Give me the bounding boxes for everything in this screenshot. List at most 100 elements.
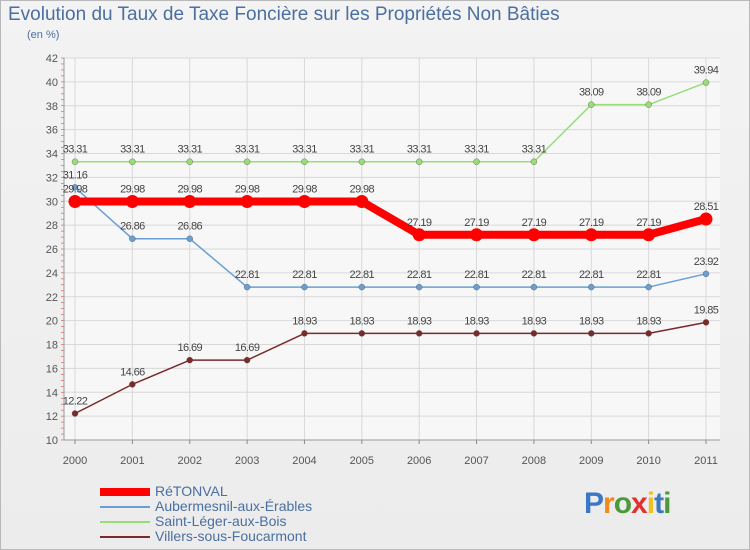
data-label: 29.98 [177,183,202,195]
data-point [702,270,710,278]
y-tick-label: 40 [46,77,58,89]
data-point [699,212,713,226]
logo-letter: P [584,487,604,520]
data-point [358,158,366,165]
data-label: 22.81 [350,269,375,281]
legend-swatch-saint-leger [100,521,150,523]
data-point [183,194,197,208]
data-label: 22.81 [579,269,604,281]
x-tick-label: 2008 [522,455,546,467]
data-label: 22.81 [464,269,489,281]
data-label: 19.85 [694,304,719,316]
data-point [125,194,139,208]
logo-letter: i [646,487,655,520]
data-point [301,158,308,165]
data-label: 18.93 [464,315,489,327]
data-point [415,330,423,337]
data-label: 18.93 [579,315,604,327]
legend-label-saint-leger: Saint-Léger-aux-Bois [155,513,287,529]
x-tick-label: 2005 [350,455,374,467]
data-label: 33.31 [464,144,489,156]
data-label: 23.92 [694,256,719,268]
data-point [702,79,710,86]
data-point [588,330,595,337]
data-label: 33.31 [292,144,317,156]
y-tick-label: 38 [46,101,58,113]
data-point [470,228,484,242]
y-tick-label: 22 [46,292,58,304]
data-point [301,283,308,291]
data-point [129,381,136,388]
data-point [530,158,538,165]
series-line-0 [71,197,710,239]
data-point [71,184,79,191]
x-tick-label: 2006 [407,455,431,467]
x-tick-label: 2002 [177,455,201,467]
y-tick-label: 24 [46,268,58,280]
data-label: 18.93 [292,315,317,327]
data-label: 33.31 [235,144,260,156]
x-tick-label: 2004 [292,455,316,467]
data-label: 22.81 [292,269,317,281]
data-label: 29.98 [63,183,88,195]
proxiti-logo: Proxiti [584,487,671,521]
logo-letter: t [654,487,664,520]
series-line-3 [74,321,707,415]
data-label: 18.93 [522,315,547,327]
data-point [588,283,595,291]
data-point [702,319,710,326]
logo-letter: o [613,487,632,520]
legend-swatch-aubermesnil [100,506,150,508]
data-label: 28.51 [694,201,719,213]
y-tick-label: 12 [46,411,58,423]
data-point [584,228,598,242]
data-point [415,158,423,165]
data-label: 18.93 [407,315,432,327]
data-label: 33.31 [522,144,547,156]
data-point [415,283,423,291]
data-label: 33.31 [350,144,375,156]
data-label: 27.19 [464,217,489,229]
series-line-1 [74,186,707,288]
y-tick-label: 26 [46,244,58,256]
data-label: 33.31 [407,144,432,156]
data-label: 31.16 [63,169,88,181]
data-point [297,194,311,208]
x-tick-label: 2009 [579,455,603,467]
data-label: 29.98 [292,183,317,195]
series-line-2 [74,81,707,163]
data-point [412,228,426,242]
data-label: 33.31 [177,144,202,156]
legend-label-villers: Villers-sous-Foucarmont [155,528,307,544]
data-label: 38.09 [636,87,661,99]
y-axis-unit-label: (en %) [27,29,60,41]
y-tick-label: 14 [46,387,58,399]
x-tick-label: 2001 [120,455,144,467]
data-label: 33.31 [120,144,145,156]
y-tick-label: 36 [46,125,58,137]
data-point [71,410,79,417]
data-label: 26.86 [177,221,202,233]
data-point [473,283,480,291]
data-label: 29.98 [350,183,375,195]
data-label: 18.93 [636,315,661,327]
data-label: 29.98 [120,183,145,195]
legend-label-aubermesnil: Aubermesnil-aux-Érables [155,498,313,514]
data-label: 16.69 [177,342,202,354]
data-point [473,158,480,165]
y-tick-label: 32 [46,172,58,184]
data-point [301,330,308,337]
data-point [358,330,366,337]
logo-letter: r [603,487,615,520]
data-point [68,194,82,208]
data-label: 27.19 [522,217,547,229]
chart-title: Evolution du Taux de Taxe Foncière sur l… [8,4,560,25]
x-tick-label: 2010 [636,455,660,467]
data-label: 27.19 [407,217,432,229]
data-point [129,158,136,165]
data-point [243,283,251,291]
data-point [355,194,369,208]
y-tick-label: 18 [46,340,58,352]
data-label: 39.94 [694,65,719,77]
